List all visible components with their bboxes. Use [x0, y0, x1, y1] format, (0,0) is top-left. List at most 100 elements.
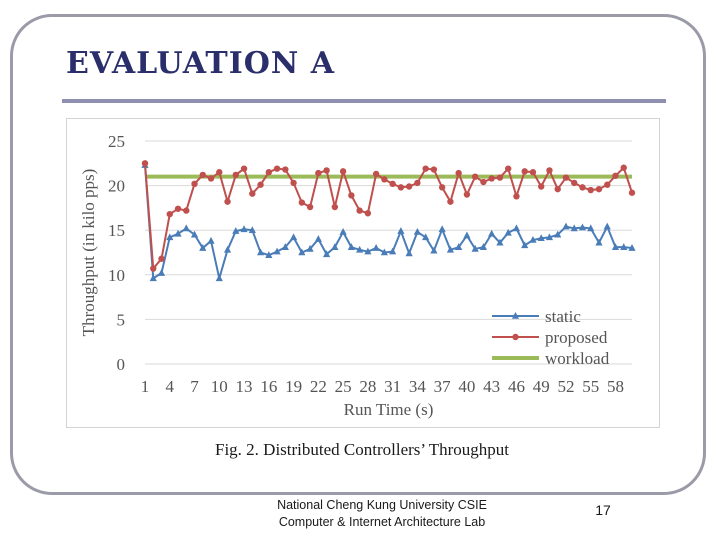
point-proposed — [562, 174, 570, 181]
legend-label-proposed: proposed — [545, 328, 608, 347]
point-static — [339, 227, 347, 235]
point-static — [207, 236, 215, 244]
point-proposed — [323, 167, 330, 174]
point-proposed — [199, 171, 206, 179]
point-proposed — [381, 176, 388, 183]
point-static — [521, 241, 529, 249]
point-proposed — [587, 186, 594, 194]
legend-label-static: static — [545, 307, 581, 326]
legend-marker-static — [511, 312, 520, 319]
x-tick-label: 55 — [582, 377, 599, 396]
point-static — [347, 243, 355, 250]
point-proposed — [488, 175, 495, 182]
point-proposed — [174, 205, 182, 212]
legend-marker-proposed — [512, 333, 519, 341]
point-proposed — [422, 165, 429, 172]
point-static — [314, 235, 322, 242]
point-static — [620, 243, 628, 250]
point-proposed — [529, 169, 537, 176]
point-proposed — [504, 165, 512, 172]
y-tick-label: 0 — [117, 355, 126, 374]
footer-affiliation: National Cheng Kung University CSIE Comp… — [232, 497, 532, 531]
point-proposed — [315, 169, 322, 177]
x-axis-label: Run Time (s) — [344, 400, 434, 419]
point-proposed — [604, 181, 611, 188]
point-proposed — [364, 210, 372, 217]
point-proposed — [612, 172, 619, 179]
point-static — [455, 243, 463, 250]
point-proposed — [306, 203, 314, 211]
point-proposed — [480, 178, 487, 186]
point-static — [463, 231, 471, 239]
point-proposed — [273, 165, 281, 172]
point-proposed — [298, 199, 306, 206]
point-proposed — [265, 169, 273, 176]
point-proposed — [240, 165, 248, 172]
point-static — [298, 248, 306, 256]
point-static — [488, 229, 496, 237]
x-tick-label: 43 — [483, 377, 500, 396]
point-proposed — [232, 171, 239, 179]
point-static — [248, 226, 256, 233]
x-tick-label: 19 — [285, 377, 302, 396]
point-static — [322, 250, 331, 258]
x-tick-label: 31 — [384, 377, 401, 396]
point-proposed — [216, 169, 223, 176]
point-static — [182, 224, 190, 232]
point-static — [537, 234, 545, 242]
point-proposed — [471, 173, 479, 180]
point-static — [397, 227, 405, 234]
point-static — [438, 225, 446, 233]
x-tick-label: 34 — [409, 377, 427, 396]
point-proposed — [249, 190, 256, 197]
x-tick-label: 4 — [166, 377, 175, 396]
point-proposed — [405, 183, 413, 190]
x-tick-label: 16 — [260, 377, 277, 396]
point-proposed — [372, 170, 380, 178]
point-proposed — [290, 179, 297, 187]
point-static — [190, 230, 199, 238]
point-proposed — [571, 179, 578, 187]
point-static — [422, 233, 430, 241]
x-tick-label: 37 — [434, 377, 452, 396]
point-static — [273, 247, 281, 255]
point-proposed — [389, 180, 396, 188]
y-tick-label: 20 — [108, 177, 125, 196]
point-static — [289, 233, 298, 241]
point-static — [554, 230, 562, 238]
point-proposed — [496, 174, 504, 181]
point-static — [356, 245, 364, 253]
x-tick-label: 10 — [211, 377, 228, 396]
point-proposed — [579, 184, 586, 191]
point-proposed — [397, 184, 405, 191]
point-proposed — [620, 164, 627, 171]
point-static — [587, 224, 595, 232]
point-proposed — [521, 168, 528, 175]
point-static — [232, 227, 240, 234]
point-proposed — [546, 167, 553, 174]
point-static — [545, 233, 554, 241]
point-static — [215, 274, 223, 282]
point-static — [496, 238, 504, 246]
point-proposed — [183, 207, 190, 214]
point-proposed — [224, 198, 231, 205]
point-proposed — [438, 184, 446, 191]
x-tick-label: 25 — [335, 377, 352, 396]
point-proposed — [166, 210, 173, 218]
point-static — [199, 244, 207, 251]
y-tick-label: 15 — [108, 221, 125, 240]
point-proposed — [463, 191, 471, 198]
x-tick-label: 46 — [508, 377, 525, 396]
point-proposed — [430, 166, 438, 173]
point-proposed — [257, 181, 264, 188]
point-proposed — [628, 189, 636, 196]
y-axis-label: Throughput (in kilo pps) — [79, 169, 98, 337]
point-static — [405, 249, 413, 257]
point-static — [611, 243, 620, 250]
title-divider — [62, 99, 666, 103]
x-tick-label: 22 — [310, 377, 327, 396]
point-proposed — [538, 183, 545, 190]
point-proposed — [141, 160, 149, 167]
figure-caption: Fig. 2. Distributed Controllers’ Through… — [214, 440, 510, 459]
point-static — [562, 222, 570, 230]
